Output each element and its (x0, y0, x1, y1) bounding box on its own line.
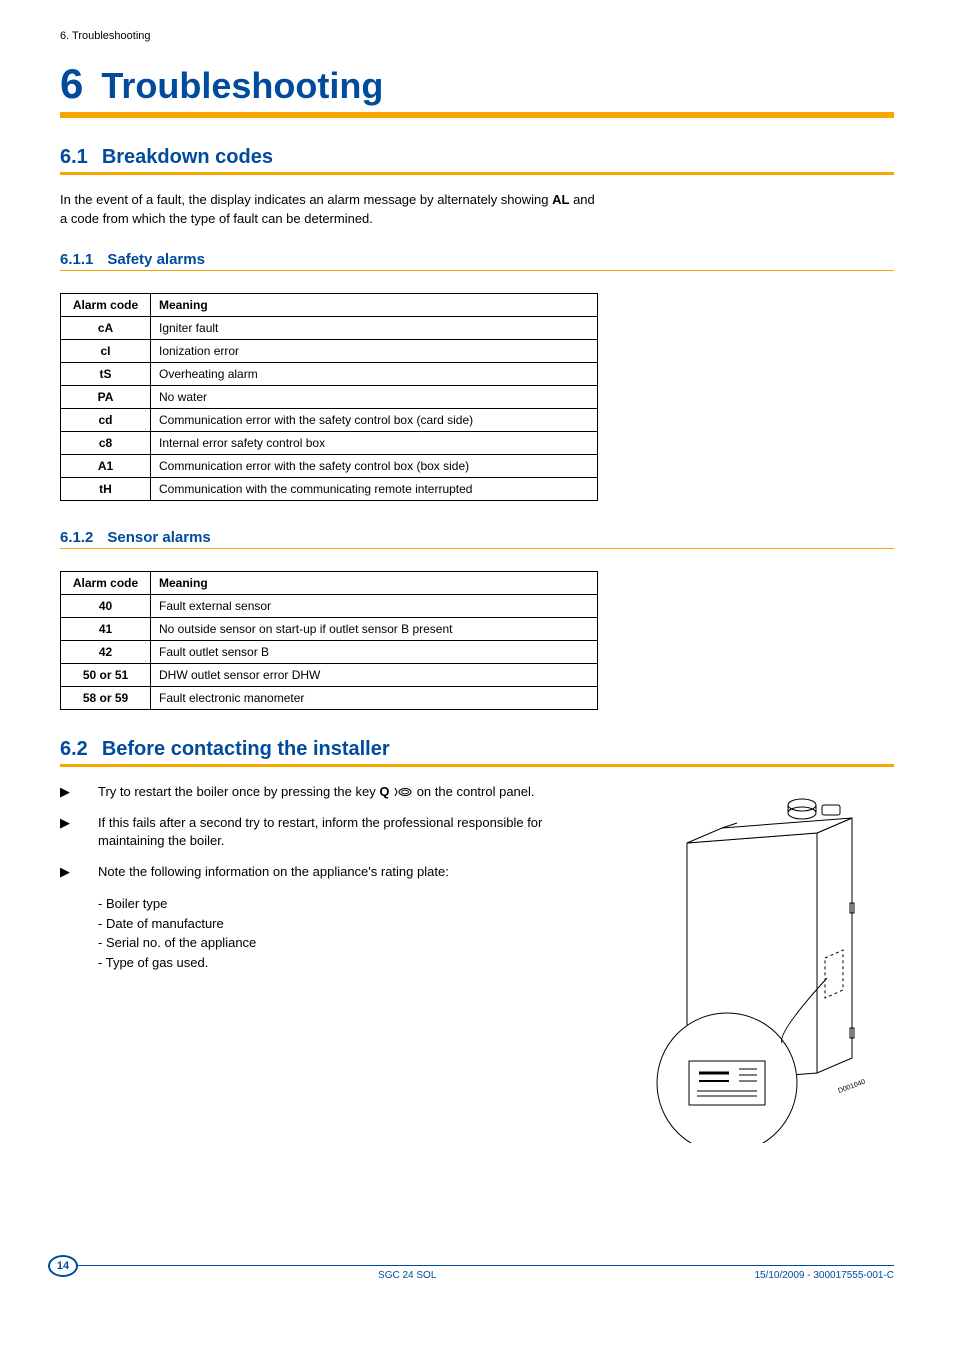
alarm-code: tS (61, 362, 151, 385)
section-heading-6-2: 6.2 Before contacting the installer (60, 738, 894, 761)
table-row: PANo water (61, 385, 598, 408)
bullet-list: ▶ Try to restart the boiler once by pres… (60, 783, 600, 972)
alarm-code: 58 or 59 (61, 686, 151, 709)
alarm-code: cd (61, 408, 151, 431)
bullet-text-post: on the control panel. (417, 784, 535, 799)
subsection-title: Safety alarms (107, 251, 205, 268)
alarm-code: tH (61, 477, 151, 500)
section-number: 6.1 (60, 146, 88, 169)
alarm-meaning: Communication error with the safety cont… (151, 454, 598, 477)
safety-alarms-table: Alarm code Meaning cAIgniter fault cIIon… (60, 293, 598, 501)
subsection-number: 6.1.2 (60, 529, 93, 546)
chapter-number: 6 (60, 60, 83, 108)
rule-orange-thin (60, 270, 894, 271)
figure-label: D001040 (837, 1078, 866, 1094)
alarm-meaning: No water (151, 385, 598, 408)
footer-right: 15/10/2009 - 300017555-001-C (754, 1270, 894, 1281)
bullet-item: ▶ Note the following information on the … (60, 863, 600, 882)
alarm-meaning: Internal error safety control box (151, 431, 598, 454)
rule-orange (60, 172, 894, 175)
section-number: 6.2 (60, 738, 88, 761)
bullet-item: ▶ Try to restart the boiler once by pres… (60, 783, 600, 802)
table-row: tSOverheating alarm (61, 362, 598, 385)
footer-center: SGC 24 SOL (60, 1270, 754, 1281)
alarm-code: 50 or 51 (61, 663, 151, 686)
key-label: Q (379, 784, 389, 799)
table-row: c8Internal error safety control box (61, 431, 598, 454)
bullet-item: ▶ If this fails after a second try to re… (60, 814, 600, 852)
table-row: cdCommunication error with the safety co… (61, 408, 598, 431)
boiler-figure: D001040 (620, 783, 894, 1143)
alarm-code: PA (61, 385, 151, 408)
chapter-heading: 6 Troubleshooting (60, 60, 894, 108)
bullet-arrow-icon: ▶ (60, 783, 78, 802)
subsection-number: 6.1.1 (60, 251, 93, 268)
table-row: 40Fault external sensor (61, 594, 598, 617)
alarm-code: cA (61, 316, 151, 339)
col-header-meaning: Meaning (151, 571, 598, 594)
alarm-code: 41 (61, 617, 151, 640)
alarm-meaning: Communication error with the safety cont… (151, 408, 598, 431)
rule-orange (60, 764, 894, 767)
bullet-arrow-icon: ▶ (60, 814, 78, 852)
alarm-code: c8 (61, 431, 151, 454)
subsection-title: Sensor alarms (107, 529, 210, 546)
alarm-code: cI (61, 339, 151, 362)
alarm-meaning: Ionization error (151, 339, 598, 362)
sensor-alarms-table: Alarm code Meaning 40Fault external sens… (60, 571, 598, 710)
table-row: 41No outside sensor on start-up if outle… (61, 617, 598, 640)
rule-orange-thin (60, 548, 894, 549)
sub-list-item: Date of manufacture (98, 914, 600, 934)
intro-pre: In the event of a fault, the display ind… (60, 192, 552, 207)
table-row: 50 or 51DHW outlet sensor error DHW (61, 663, 598, 686)
sub-list-item: Type of gas used. (98, 953, 600, 973)
alarm-meaning: Overheating alarm (151, 362, 598, 385)
section-title: Before contacting the installer (102, 738, 390, 761)
bullet-text: If this fails after a second try to rest… (98, 814, 600, 852)
bullet-arrow-icon: ▶ (60, 863, 78, 882)
bullet-text: Note the following information on the ap… (98, 863, 600, 882)
rule-orange-thick (60, 112, 894, 118)
alarm-meaning: Igniter fault (151, 316, 598, 339)
col-header-code: Alarm code (61, 571, 151, 594)
alarm-meaning: Fault electronic manometer (151, 686, 598, 709)
table-row: tHCommunication with the communicating r… (61, 477, 598, 500)
section-title: Breakdown codes (102, 146, 273, 169)
alarm-meaning: Fault outlet sensor B (151, 640, 598, 663)
section-heading-6-1: 6.1 Breakdown codes (60, 146, 894, 169)
alarm-code: 42 (61, 640, 151, 663)
subsection-heading-6-1-1: 6.1.1 Safety alarms (60, 251, 894, 268)
chapter-title: Troubleshooting (101, 65, 383, 107)
table-row: cAIgniter fault (61, 316, 598, 339)
intro-bold: AL (552, 192, 569, 207)
sub-list-item: Serial no. of the appliance (98, 933, 600, 953)
reset-icon (393, 786, 413, 798)
alarm-meaning: No outside sensor on start-up if outlet … (151, 617, 598, 640)
table-row: A1Communication error with the safety co… (61, 454, 598, 477)
intro-paragraph: In the event of a fault, the display ind… (60, 191, 600, 229)
alarm-code: A1 (61, 454, 151, 477)
page-number-badge: 14 (48, 1255, 78, 1277)
sub-list-item: Boiler type (98, 894, 600, 914)
table-row: 42Fault outlet sensor B (61, 640, 598, 663)
alarm-meaning: DHW outlet sensor error DHW (151, 663, 598, 686)
page-footer: 14 SGC 24 SOL 15/10/2009 - 300017555-001… (60, 1265, 894, 1281)
alarm-meaning: Communication with the communicating rem… (151, 477, 598, 500)
sub-list: Boiler type Date of manufacture Serial n… (98, 894, 600, 972)
subsection-heading-6-1-2: 6.1.2 Sensor alarms (60, 529, 894, 546)
bullet-text-pre: Try to restart the boiler once by pressi… (98, 784, 379, 799)
col-header-meaning: Meaning (151, 293, 598, 316)
table-row: 58 or 59Fault electronic manometer (61, 686, 598, 709)
alarm-meaning: Fault external sensor (151, 594, 598, 617)
table-row: cIIonization error (61, 339, 598, 362)
col-header-code: Alarm code (61, 293, 151, 316)
alarm-code: 40 (61, 594, 151, 617)
breadcrumb: 6. Troubleshooting (60, 30, 894, 42)
